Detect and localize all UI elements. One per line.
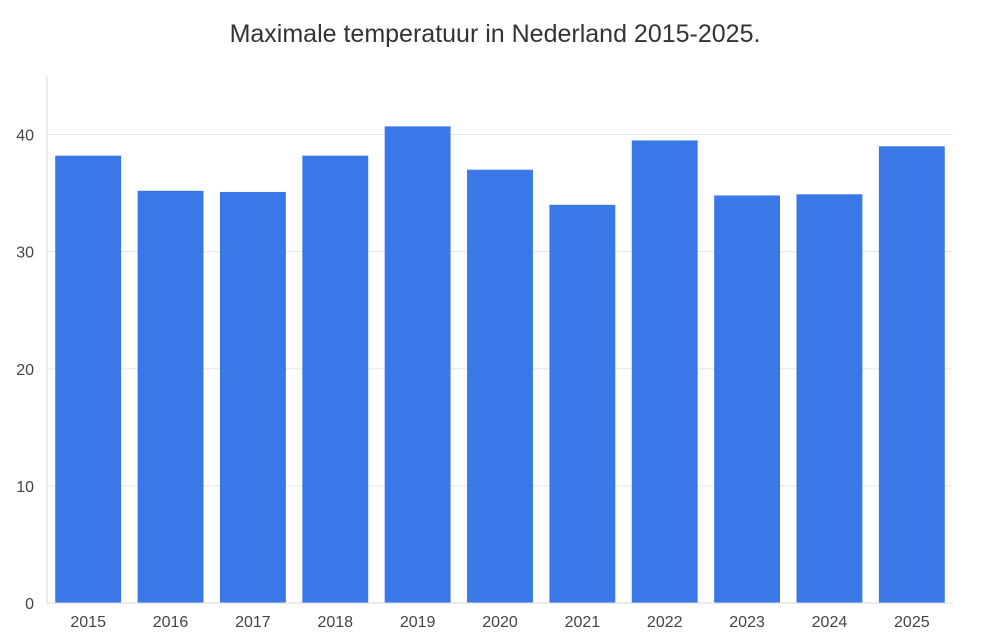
bars xyxy=(55,126,945,604)
y-tick-label: 20 xyxy=(16,362,34,379)
axes xyxy=(46,76,953,604)
bar-2022[interactable] xyxy=(631,140,698,603)
bar-2015[interactable] xyxy=(55,155,122,603)
x-tick-label: 2024 xyxy=(812,614,848,631)
x-tick-label: 2021 xyxy=(565,614,601,631)
y-tick-label: 30 xyxy=(16,245,34,262)
x-tick-label: 2015 xyxy=(70,614,106,631)
bar-2019[interactable] xyxy=(384,126,451,603)
y-tick-label: 10 xyxy=(16,479,34,496)
y-tick-labels: 0 10 20 30 40 xyxy=(16,128,34,613)
x-tick-label: 2018 xyxy=(317,614,353,631)
bar-2023[interactable] xyxy=(714,195,781,603)
x-tick-label: 2025 xyxy=(894,614,930,631)
x-tick-label: 2023 xyxy=(729,614,765,631)
x-tick-label: 2016 xyxy=(153,614,189,631)
bar-2024[interactable] xyxy=(796,194,863,603)
x-tick-label: 2017 xyxy=(235,614,271,631)
bar-2016[interactable] xyxy=(137,190,204,603)
bar-2018[interactable] xyxy=(302,155,369,603)
x-tick-label: 2019 xyxy=(400,614,436,631)
bar-2017[interactable] xyxy=(219,191,286,603)
x-tick-label: 2020 xyxy=(482,614,518,631)
bar-2020[interactable] xyxy=(467,169,533,603)
y-tick-label: 0 xyxy=(25,596,34,613)
chart-title: Maximale temperatuur in Nederland 2015-2… xyxy=(229,20,761,48)
bar-2025[interactable] xyxy=(878,146,945,603)
bar-2021[interactable] xyxy=(549,204,616,604)
x-tick-label: 2022 xyxy=(647,614,683,631)
x-tick-labels: 2015 2016 2017 2018 2019 2020 2021 2022 2023 2024… xyxy=(70,614,929,631)
y-tick-label: 40 xyxy=(16,128,34,145)
